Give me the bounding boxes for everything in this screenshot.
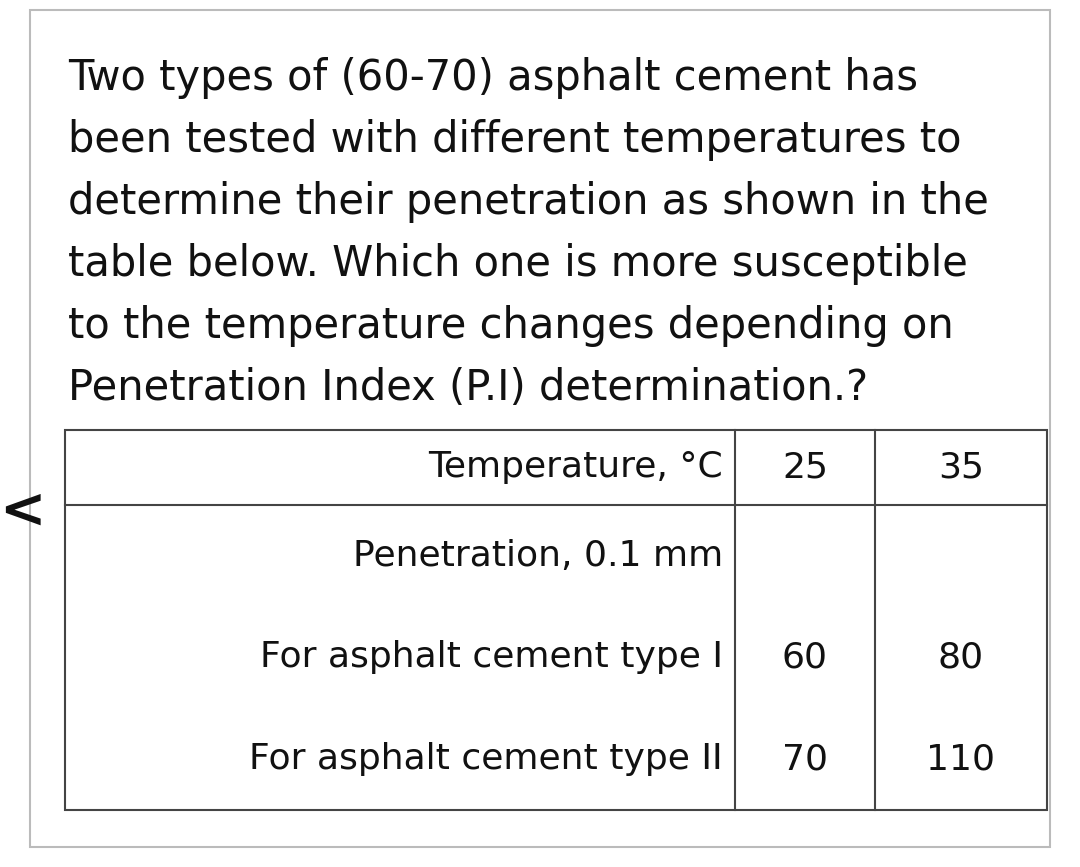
Text: 70: 70 [782, 742, 828, 776]
Text: 35: 35 [939, 451, 984, 485]
Text: 80: 80 [937, 641, 984, 675]
Text: <: < [0, 485, 45, 539]
Text: 25: 25 [782, 451, 828, 485]
Text: table below. Which one is more susceptible: table below. Which one is more susceptib… [68, 243, 968, 285]
Text: Penetration, 0.1 mm: Penetration, 0.1 mm [353, 538, 723, 573]
Text: For asphalt cement type II: For asphalt cement type II [249, 742, 723, 776]
Text: to the temperature changes depending on: to the temperature changes depending on [68, 305, 954, 347]
Text: determine their penetration as shown in the: determine their penetration as shown in … [68, 181, 989, 223]
Bar [65, 430, 1047, 810]
Text: For asphalt cement type I: For asphalt cement type I [260, 641, 723, 675]
Text: 60: 60 [782, 641, 828, 675]
Text: Penetration Index (P.I) determination.?: Penetration Index (P.I) determination.? [68, 367, 868, 409]
Text: Temperature, °C: Temperature, °C [429, 451, 723, 485]
Text: 110: 110 [927, 742, 996, 776]
Text: been tested with different temperatures to: been tested with different temperatures … [68, 119, 961, 161]
Text: Two types of (60-70) asphalt cement has: Two types of (60-70) asphalt cement has [68, 57, 918, 99]
